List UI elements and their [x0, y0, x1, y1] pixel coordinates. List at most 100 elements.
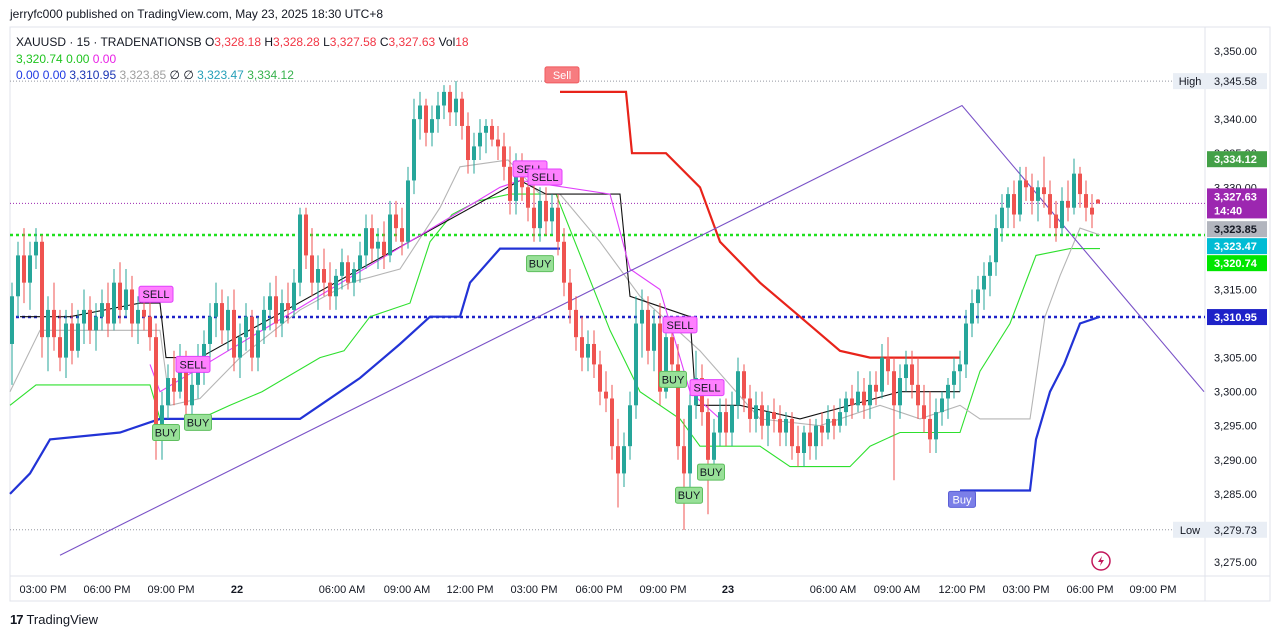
signal-buy-marker[interactable]: BUY [184, 413, 212, 431]
price-label-box [1207, 238, 1267, 255]
candle-body [562, 241, 566, 283]
trend-series [59, 104, 1205, 556]
candle [898, 364, 902, 419]
candle [634, 296, 638, 419]
candle-body [130, 289, 134, 324]
candle [880, 343, 884, 399]
indicator-value: 0.00 [16, 68, 40, 82]
candle-body [256, 330, 260, 358]
candle-body [868, 384, 872, 406]
x-tick-label: 23 [722, 584, 734, 596]
candle-body [1012, 194, 1016, 215]
candle-body [802, 432, 806, 453]
legend-row-indicator-1: 3,320.74 0.00 0.00 [16, 51, 469, 68]
candle [934, 398, 938, 453]
candle-body [436, 105, 440, 120]
price-label-box [1207, 221, 1267, 238]
signal-buy-marker[interactable]: Buy [948, 490, 976, 508]
candle [208, 303, 212, 358]
candle [916, 357, 920, 419]
signal-buy-marker[interactable]: BUY [152, 424, 180, 442]
candle [562, 228, 566, 297]
candle [160, 391, 164, 460]
candle [418, 91, 422, 140]
candle [1072, 158, 1076, 215]
candle [232, 289, 236, 372]
candle [148, 296, 152, 351]
candle [280, 289, 284, 338]
signal-sell-marker[interactable]: SELL [512, 160, 548, 178]
candle-body [178, 357, 182, 392]
symbol-label[interactable]: XAUUSD · 15 · TRADENATIONSB [16, 35, 202, 49]
indicator-value: ∅ [183, 68, 194, 82]
candle [748, 384, 752, 433]
candle-body [1060, 200, 1064, 229]
candle-body [856, 391, 860, 406]
candle-body [706, 412, 710, 460]
signal-sell-marker[interactable]: Sell [544, 66, 580, 84]
signal-sell-marker[interactable]: SELL [689, 379, 725, 397]
signal-sell-marker[interactable]: SELL [175, 355, 211, 373]
candle-body [772, 412, 776, 419]
candle [346, 255, 350, 290]
signal-buy-marker[interactable]: BUY [659, 370, 687, 388]
candle [112, 269, 116, 331]
candle [928, 391, 932, 453]
signal-sell-marker[interactable]: SELL [138, 285, 174, 303]
candle-body [520, 166, 524, 188]
red-line-series [560, 90, 960, 359]
high-tag-box [1173, 73, 1207, 90]
candle-body [208, 316, 212, 344]
candle [226, 296, 230, 351]
candle-body [946, 384, 950, 399]
candle [676, 343, 680, 460]
candle [994, 214, 998, 276]
candle-body [400, 228, 404, 242]
candle [910, 350, 914, 399]
signal-sell-marker[interactable]: SELL [527, 168, 563, 186]
candle-body [232, 309, 236, 358]
price-label-text: 3,323.47 [1214, 241, 1257, 253]
price-label-box [1207, 151, 1267, 168]
candle-body [598, 364, 602, 392]
candle [124, 269, 128, 317]
candle [34, 228, 38, 270]
candle-body [688, 405, 692, 474]
candle [274, 275, 278, 338]
candle [118, 262, 122, 324]
candle [598, 350, 602, 406]
signal-buy-marker[interactable]: BUY [675, 486, 703, 504]
candle-body [388, 214, 392, 256]
candle [316, 255, 320, 310]
candle [586, 330, 590, 372]
candle-body [190, 384, 194, 406]
signal-box [527, 168, 563, 186]
candle [442, 85, 446, 120]
candle-body [1078, 173, 1082, 195]
signal-sell-marker[interactable]: SELL [662, 316, 698, 334]
candle-body [934, 412, 938, 440]
candle [382, 221, 386, 270]
candle [406, 166, 410, 249]
candle-body [928, 418, 932, 440]
candle [28, 241, 32, 310]
candle [760, 391, 764, 440]
signal-box [544, 66, 580, 84]
candle [532, 180, 536, 242]
candle [712, 418, 716, 474]
candle [664, 323, 668, 399]
open-label: O [204, 35, 215, 49]
x-tick-label: 22 [231, 584, 243, 596]
candle-body [100, 303, 104, 317]
signal-buy-marker[interactable]: BUY [526, 255, 554, 273]
candle [538, 187, 542, 242]
x-tick-label: 12:00 PM [938, 584, 985, 596]
lightning-icon[interactable] [1091, 551, 1111, 571]
close-value: 3,327.63 [388, 35, 436, 49]
signal-buy-marker[interactable]: BUY [697, 463, 725, 481]
candle [460, 91, 464, 140]
candle-body [1048, 194, 1052, 215]
candle-body [118, 282, 122, 310]
candle [742, 364, 746, 413]
